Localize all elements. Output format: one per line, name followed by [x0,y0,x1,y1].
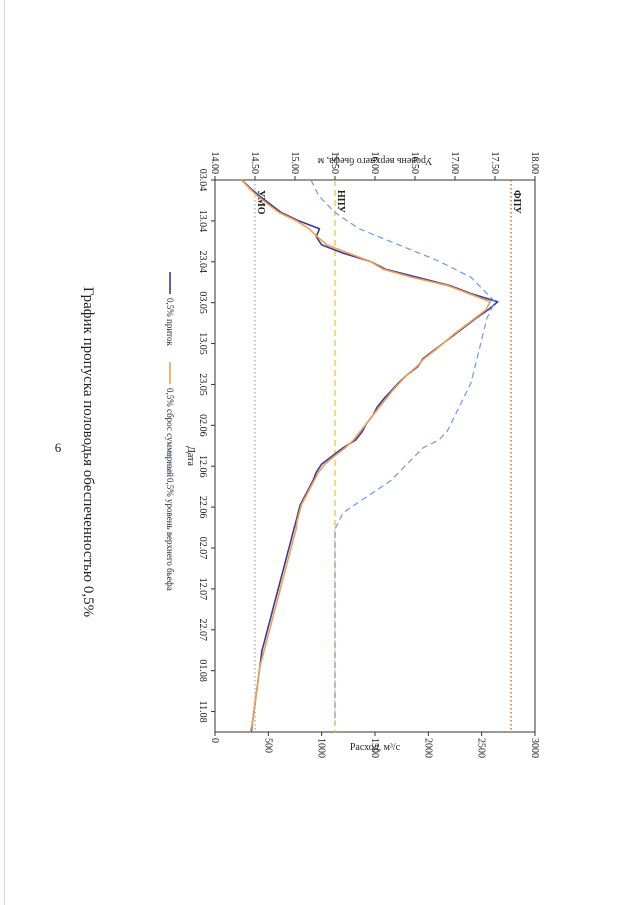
y-tick-label: 3000 [529,738,540,758]
legend-label: 0,5% уровень верхнего бьефа [165,478,175,591]
y2-tick-label: 14.50 [249,152,260,175]
x-tick-label: 22.07 [197,619,208,642]
y2-ticks: 14.00 14.50 15.00 15.50 16.00 16.50 17.00 17.50… [209,152,540,180]
y2-axis-label: Уровень верхнего бьефа, м [317,155,432,166]
chart-title: График пропуска половодья обеспеченность… [80,287,96,617]
page-edge [4,0,5,905]
series-line [241,179,491,733]
y-tick-label: 0 [209,738,220,743]
x-tick-label: 12.07 [197,578,208,601]
reference-label: УМО [255,190,266,215]
y-tick-label: 500 [262,738,273,753]
page-number: 6 [55,440,62,455]
y2-tick-label: 18.00 [529,152,540,175]
x-axis-label: Дата [185,446,196,466]
series-line [310,179,496,724]
x-tick-label: 02.06 [197,414,208,437]
y-tick-label: 1500 [369,738,380,758]
rotated-chart: График пропуска половодья обеспеченность… [80,152,540,759]
x-tick-label: 13.04 [197,210,208,233]
legend-label: 0,5% сброс суммарный [165,388,175,477]
y2-tick-label: 17.50 [489,152,500,175]
x-tick-label: 02.07 [197,537,208,560]
x-ticks: 03.04 13.04 23.04 03.05 13.05 23.05 02.06 12.06… [197,169,215,723]
reference-lines: ФПУ НПУ УМО [254,180,522,732]
y2-tick-label: 16.50 [409,152,420,175]
series-line [241,179,499,733]
y-ticks: 0 500 1000 1500 2000 2500 3000 [209,732,540,758]
x-tick-label: 03.05 [197,291,208,314]
y-tick-label: 1000 [316,738,327,758]
x-tick-label: 23.05 [197,373,208,396]
y2-tick-label: 15.00 [289,152,300,175]
y2-tick-label: 15.50 [329,152,340,175]
y-axis-label: Расход, м³/с [350,742,401,753]
x-tick-label: 22.06 [197,496,208,519]
x-tick-label: 23.04 [197,251,208,274]
y-tick-label: 2500 [476,738,487,758]
x-tick-label: 12.06 [197,455,208,478]
x-tick-label: 01.08 [197,659,208,682]
y2-tick-label: 16.00 [369,152,380,175]
x-tick-label: 03.04 [197,169,208,192]
y2-tick-label: 17.00 [449,152,460,175]
y2-tick-label: 14.00 [209,152,220,175]
x-tick-label: 13.05 [197,332,208,355]
reference-label: ФПУ [511,190,522,214]
series-lines [241,179,499,733]
reference-label: НПУ [335,190,346,214]
legend-label: 0,5% приток [165,298,175,346]
y-tick-label: 2000 [422,738,433,758]
x-tick-label: 11.08 [197,700,208,722]
